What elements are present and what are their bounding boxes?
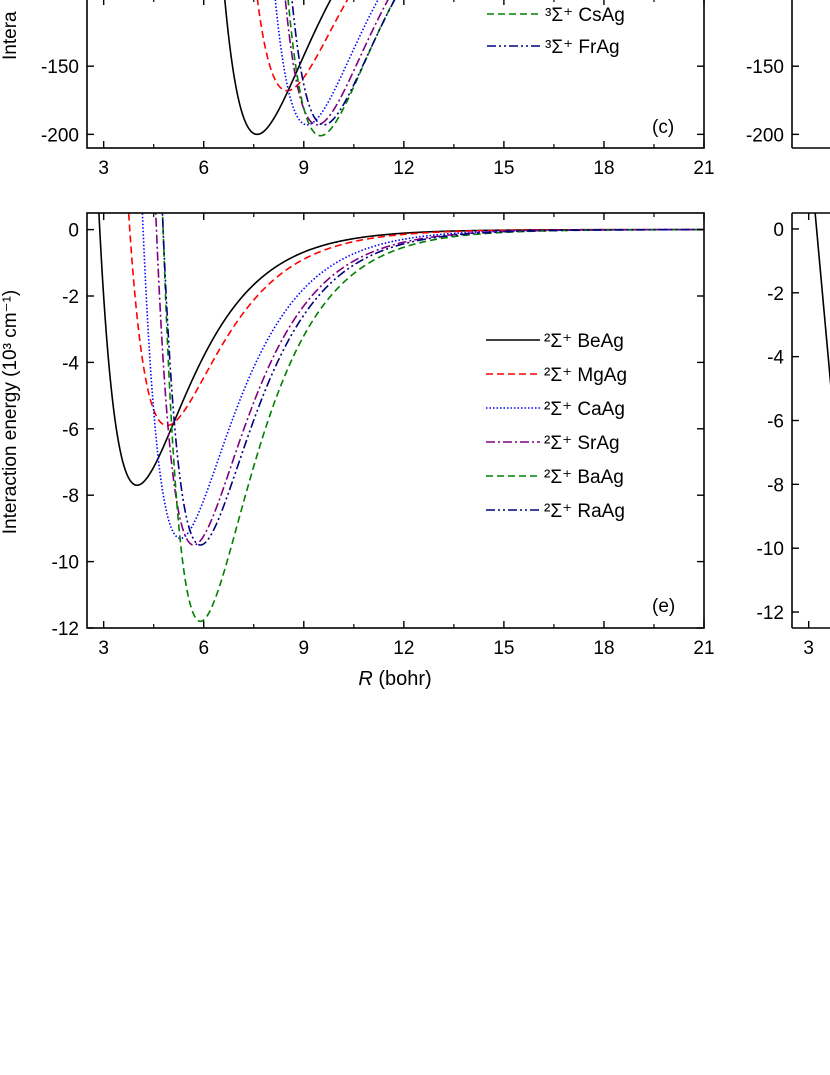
panel-f-x-tick-label-0: 3 — [803, 638, 814, 659]
panel-d-y-tick-label-1: -200 — [746, 125, 784, 146]
panel-e-x-tick-label-5: 18 — [593, 638, 614, 659]
panel-e-frame — [86, 212, 705, 629]
panel-c-x-tick-label-3: 12 — [393, 158, 414, 179]
panel-e-xlabel: R (bohr) — [358, 668, 431, 690]
panel-c-frame — [86, 0, 705, 149]
panel-e-legend: ²Σ⁺ BeAg ²Σ⁺ MgAg ²Σ⁺ CaAg ²Σ⁺ SrAg ²Σ⁺ BaAg… — [486, 331, 627, 522]
panel-e: 3 6 9 12 15 18 21 0 -2 -4 -6 -8 -10 -12 ²Σ⁺ BeAg ²Σ⁺ M… — [0, 212, 715, 690]
panel-f-y-tick-label-2: -4 — [767, 348, 784, 369]
panel-e-ylabel: Interaction energy (10³ cm⁻¹) — [0, 290, 21, 534]
panel-e-ticks: 3 6 9 12 15 18 21 0 -2 -4 -6 -8 -10 -12 — [52, 213, 715, 659]
panel-c-x-tick-label-2: 9 — [298, 158, 309, 179]
panel-c-ticks: 3 6 9 12 15 18 21 -150 -200 — [41, 0, 715, 179]
panel-e-y-tick-label-3: -6 — [62, 420, 79, 441]
panel-e-series-line-4 — [161, 213, 704, 623]
panel-c-y-tick-label-1: -200 — [41, 125, 79, 146]
panel-f-partial: 3 0 -2 -4 -6 -8 -10 -12 — [757, 212, 830, 659]
panel-f-y-tick-label-4: -8 — [767, 475, 784, 496]
panel-f-y-tick-label-5: -10 — [757, 539, 784, 560]
panel-d-ticks: -150 -200 — [746, 57, 799, 146]
panel-c-legend: ³Σ⁺ CsAg ³Σ⁺ FrAg — [487, 5, 625, 58]
panel-e-x-tick-label-0: 3 — [98, 638, 109, 659]
panel-e-x-tick-label-2: 9 — [298, 638, 309, 659]
panel-e-y-tick-label-0: 0 — [68, 221, 79, 242]
panel-f-y-tick-label-1: -2 — [767, 284, 784, 305]
panel-e-legend-label-1: ²Σ⁺ MgAg — [544, 365, 627, 386]
panel-c-x-tick-label-6: 21 — [693, 158, 714, 179]
panel-e-x-tick-label-1: 6 — [198, 638, 209, 659]
panel-f-y-tick-label-3: -6 — [767, 412, 784, 433]
panel-c: 3 6 9 12 15 18 21 -150 -200 ³Σ⁺ CsAg ³Σ⁺ FrAg (c)… — [0, 0, 715, 179]
panel-c-x-tick-label-5: 18 — [593, 158, 614, 179]
panel-e-y-tick-label-1: -2 — [62, 287, 79, 308]
panel-e-y-tick-label-5: -10 — [52, 553, 79, 574]
panel-f-y-tick-label-0: 0 — [773, 220, 784, 241]
panel-e-x-tick-label-6: 21 — [693, 638, 714, 659]
panel-e-y-tick-label-6: -12 — [52, 619, 79, 640]
xlabel-symbol: R — [358, 668, 372, 690]
panel-e-label: (e) — [652, 596, 675, 617]
panel-e-legend-label-2: ²Σ⁺ CaAg — [544, 399, 625, 420]
panel-e-legend-label-0: ²Σ⁺ BeAg — [544, 331, 624, 352]
panel-e-y-tick-label-4: -8 — [62, 486, 79, 507]
panel-e-series-line-3 — [154, 213, 704, 546]
panel-f-ticks: 3 0 -2 -4 -6 -8 -10 -12 — [757, 213, 814, 659]
panel-c-y-tick-label-0: -150 — [41, 57, 79, 78]
panel-e-x-tick-label-4: 15 — [493, 638, 514, 659]
panel-e-legend-label-3: ²Σ⁺ SrAg — [544, 433, 620, 454]
xlabel-units: (bohr) — [373, 668, 432, 690]
panel-c-ylabel: Intera — [0, 11, 21, 60]
panel-f-y-tick-label-6: -12 — [757, 603, 784, 624]
panel-e-series-line-5 — [161, 213, 704, 546]
panel-e-legend-label-5: ²Σ⁺ RaAg — [544, 501, 625, 522]
panel-e-x-tick-label-3: 12 — [393, 638, 414, 659]
panel-d-y-tick-label-0: -150 — [746, 57, 784, 78]
panel-c-legend-label-1: ³Σ⁺ FrAg — [545, 37, 620, 58]
panel-c-x-tick-label-4: 15 — [493, 158, 514, 179]
panel-c-x-tick-label-1: 6 — [198, 158, 209, 179]
panel-e-curves — [98, 213, 704, 623]
panel-d-partial: -150 -200 — [746, 0, 830, 149]
panel-c-legend-label-0: ³Σ⁺ CsAg — [545, 5, 625, 26]
panel-c-x-tick-label-0: 3 — [98, 158, 109, 179]
panel-f-curves — [814, 213, 830, 386]
panel-e-legend-label-4: ²Σ⁺ BaAg — [544, 467, 624, 488]
panel-f-series-line-0 — [814, 213, 830, 386]
panel-c-label: (c) — [652, 117, 674, 138]
panel-e-y-tick-label-2: -4 — [62, 353, 79, 374]
panel-e-series-line-2 — [141, 213, 704, 540]
